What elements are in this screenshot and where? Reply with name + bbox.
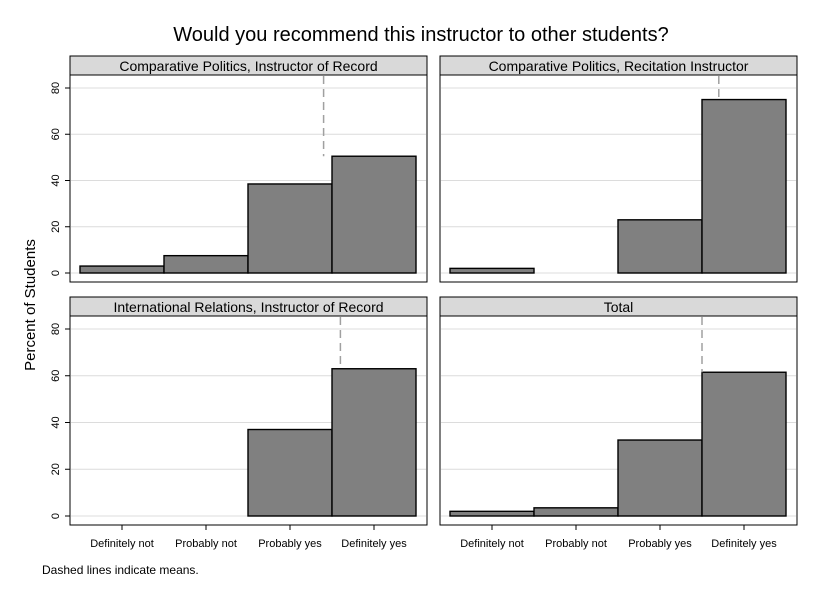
panel-4: Total Definitely not Probably not Probably … xyxy=(439,296,798,550)
x-tick-label: Definitely yes xyxy=(341,538,407,550)
panel-2: Comparative Politics, Recitation Instruc… xyxy=(439,55,798,283)
x-tick-label: Probably not xyxy=(175,538,237,550)
bar-probably-yes xyxy=(617,439,703,517)
bar-probably-not xyxy=(533,507,619,517)
bar-definitely-not xyxy=(449,267,535,274)
panel-title: Comparative Politics, Instructor of Reco… xyxy=(119,58,377,74)
bar-probably-yes xyxy=(247,183,333,274)
x-tick-label: Definitely not xyxy=(460,538,524,550)
panel-title: Total xyxy=(604,299,634,315)
y-tick-label: 60 xyxy=(50,370,62,382)
bar-probably-not xyxy=(163,254,249,274)
y-tick-label: 0 xyxy=(50,513,62,519)
bar-definitely-yes xyxy=(701,98,787,274)
y-tick-label: 40 xyxy=(50,416,62,428)
bar-definitely-not xyxy=(79,265,165,274)
bar-probably-yes xyxy=(247,428,333,517)
panel-3: International Relations, Instructor of R… xyxy=(50,296,428,550)
bar-probably-yes xyxy=(617,219,703,274)
panels-group: Comparative Politics, Instructor of Reco… xyxy=(50,55,798,550)
x-tick-label: Probably not xyxy=(545,538,607,550)
bar-definitely-not xyxy=(449,510,535,517)
y-axis-label: Percent of Students xyxy=(22,239,39,371)
y-tick-label: 20 xyxy=(50,221,62,233)
panel-title: International Relations, Instructor of R… xyxy=(113,299,383,315)
y-tick-label: 60 xyxy=(50,128,62,140)
panel-1: Comparative Politics, Instructor of Reco… xyxy=(50,55,428,283)
y-tick-label: 80 xyxy=(50,323,62,335)
footnote: Dashed lines indicate means. xyxy=(42,563,199,577)
chart-title: Would you recommend this instructor to o… xyxy=(173,24,668,46)
bar-definitely-yes xyxy=(701,371,787,517)
y-tick-label: 20 xyxy=(50,463,62,475)
panel-title: Comparative Politics, Recitation Instruc… xyxy=(489,58,749,74)
x-tick-label: Probably yes xyxy=(258,538,322,550)
x-tick-label: Definitely yes xyxy=(711,538,777,550)
y-tick-label: 80 xyxy=(50,82,62,94)
x-tick-label: Probably yes xyxy=(628,538,692,550)
x-tick-label: Definitely not xyxy=(90,538,154,550)
bar-definitely-yes xyxy=(331,155,417,274)
y-tick-label: 40 xyxy=(50,174,62,186)
bar-definitely-yes xyxy=(331,368,417,517)
y-tick-label: 0 xyxy=(50,270,62,276)
